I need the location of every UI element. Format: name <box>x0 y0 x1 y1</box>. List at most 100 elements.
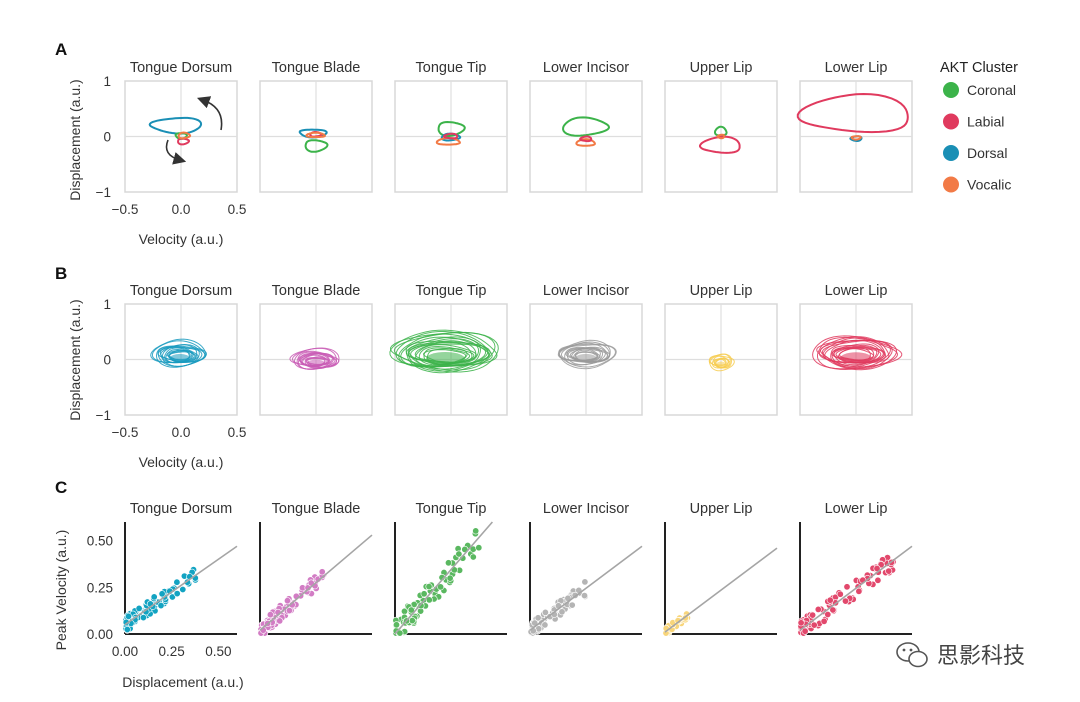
row-a-xlabel: Velocity (a.u.) <box>139 231 224 247</box>
row-c-point-2 <box>455 550 463 558</box>
row-b-title-2: Tongue Tip <box>416 283 487 299</box>
row-c-title-1: Tongue Blade <box>272 501 361 517</box>
row-c-point-0 <box>158 590 166 598</box>
row-a-xtick-0: −0.5 <box>112 202 139 217</box>
row-c-fit-line-2 <box>394 521 493 635</box>
row-c-point-5 <box>826 596 834 604</box>
row-c-point-5 <box>814 605 822 613</box>
row-c-xtick-1: 0.25 <box>159 644 185 659</box>
row-c-point-2 <box>444 559 452 567</box>
row-b-trajectory-3 <box>565 346 606 364</box>
row-b-xtick-1: 0.0 <box>172 425 191 440</box>
row-c-point-3 <box>534 614 542 622</box>
row-c-point-2 <box>420 590 428 598</box>
row-b-trajectory-2 <box>405 336 482 366</box>
row-c-fit-line-0 <box>124 545 238 626</box>
row-c-point-3 <box>541 621 549 629</box>
row-a-loop-vocalic <box>305 131 326 139</box>
row-c-point-5 <box>885 567 893 575</box>
legend: AKT Cluster Coronal Labial Dorsal Vocalic <box>940 60 1018 193</box>
row-b-trajectory-2 <box>400 336 490 368</box>
row-a-ytick-0: 1 <box>103 74 111 89</box>
panel-letter-a: A <box>55 40 67 59</box>
row-b-trajectory-0 <box>161 346 199 363</box>
row-b-trajectory-0 <box>157 343 200 363</box>
row-c-point-0 <box>139 614 147 622</box>
row-a-arrow-down <box>165 139 187 165</box>
row-b-trajectory-3 <box>557 339 611 363</box>
row-c-title-4: Upper Lip <box>690 501 753 517</box>
row-c-point-1 <box>283 597 291 605</box>
row-c-point-0 <box>125 612 133 620</box>
row-c-point-5 <box>820 617 828 625</box>
row-b-ytick-2: −1 <box>96 408 111 423</box>
row-a-arrow-up <box>196 96 223 131</box>
row-a-ylabel: Displacement (a.u.) <box>67 79 83 200</box>
row-c-point-2 <box>437 583 445 591</box>
row-c-xtick-2: 0.50 <box>205 644 231 659</box>
row-b-trajectory-1 <box>289 347 340 368</box>
row-c-point-5 <box>841 597 849 605</box>
row-c-point-5 <box>836 590 844 598</box>
legend-marker-labial <box>943 113 959 130</box>
row-a-xtick-1: 0.0 <box>172 202 191 217</box>
row-c-point-2 <box>392 621 400 629</box>
legend-title: AKT Cluster <box>940 60 1018 76</box>
row-b-trajectory-4 <box>708 353 733 369</box>
row-c-point-0 <box>157 602 165 610</box>
panel-letter-b: B <box>55 264 67 283</box>
row-a-loop-coronal <box>304 139 329 153</box>
row-c-point-0 <box>179 585 187 593</box>
row-a-xtick-2: 0.5 <box>228 202 247 217</box>
row-a-title-2: Tongue Tip <box>416 60 487 76</box>
row-c-point-3 <box>580 592 588 600</box>
row-b-core-3 <box>575 353 597 363</box>
legend-label-coronal: Coronal <box>967 82 1016 98</box>
row-c-scatter-plots: Tongue Dorsum 0.50 0.25 0.00 0.00 0.25 0.50 Ton… <box>87 501 913 659</box>
row-c-point-2 <box>425 596 433 604</box>
row-c-point-5 <box>843 583 851 591</box>
legend-marker-dorsal <box>943 145 959 161</box>
row-c-point-2 <box>407 606 415 614</box>
row-b-xtick-2: 0.5 <box>228 425 247 440</box>
row-b-core-2 <box>425 352 465 366</box>
row-a-loop-labial <box>579 135 593 143</box>
row-c-point-2 <box>472 527 480 535</box>
row-b-core-4 <box>716 361 726 368</box>
row-c-title-3: Lower Incisor <box>543 501 629 517</box>
row-b-trajectory-5 <box>816 340 898 371</box>
row-b-title-5: Lower Lip <box>825 283 888 299</box>
row-a-title-0: Tongue Dorsum <box>130 60 232 76</box>
row-b-title-1: Tongue Blade <box>272 283 361 299</box>
row-c-point-5 <box>874 576 882 584</box>
row-b-xlabel: Velocity (a.u.) <box>139 454 224 470</box>
row-a-ytick-2: −1 <box>96 185 111 200</box>
row-b-trajectory-0 <box>160 344 198 363</box>
panel-letter-c: C <box>55 478 67 497</box>
row-b-trajectory-1 <box>293 350 340 370</box>
row-b-trajectory-4 <box>713 357 730 369</box>
row-c-point-5 <box>829 606 837 614</box>
row-c-point-0 <box>173 578 181 586</box>
row-b-title-0: Tongue Dorsum <box>130 283 232 299</box>
row-c-point-0 <box>168 593 176 601</box>
row-c-xtick-0: 0.00 <box>112 644 138 659</box>
row-c-point-1 <box>266 611 274 619</box>
row-c-point-1 <box>285 607 293 615</box>
row-c-title-0: Tongue Dorsum <box>130 501 232 517</box>
row-c-fit-line-3 <box>529 545 643 631</box>
row-c-ytick-2: 0.00 <box>87 627 113 642</box>
row-a-loop-coronal <box>562 116 611 137</box>
wechat-icon <box>896 642 928 668</box>
row-c-point-5 <box>809 611 817 619</box>
row-c-point-0 <box>150 593 158 601</box>
row-b-phase-plots: Tongue Dorsum 1 0 −1−0.5 0.0 0.5 Tongue Blade T… <box>96 283 913 440</box>
row-b-trajectory-5 <box>830 345 886 368</box>
row-c-ytick-1: 0.25 <box>87 580 113 595</box>
row-c-ytick-0: 0.50 <box>87 534 113 549</box>
row-c-fit-line-5 <box>799 545 913 631</box>
row-a-title-1: Tongue Blade <box>272 60 361 76</box>
watermark: 思影科技 <box>896 642 1025 668</box>
row-b-core-1 <box>307 359 325 367</box>
row-c-point-2 <box>475 544 483 552</box>
